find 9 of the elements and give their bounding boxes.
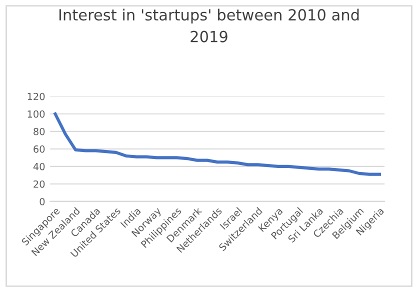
y-tick-label: 20 — [34, 180, 45, 188]
y-tick-label: 80 — [34, 128, 45, 136]
line-series — [54, 112, 382, 176]
chart-title: Interest in 'startups' between 2010 and 2019 — [59, 8, 359, 42]
y-tick-label: 40 — [33, 162, 45, 170]
y-tick-label: 0 — [40, 198, 45, 206]
y-tick-label: 100 — [28, 110, 45, 118]
y-tick-label: 120 — [28, 92, 45, 100]
y-tick-label: 60 — [34, 145, 45, 153]
